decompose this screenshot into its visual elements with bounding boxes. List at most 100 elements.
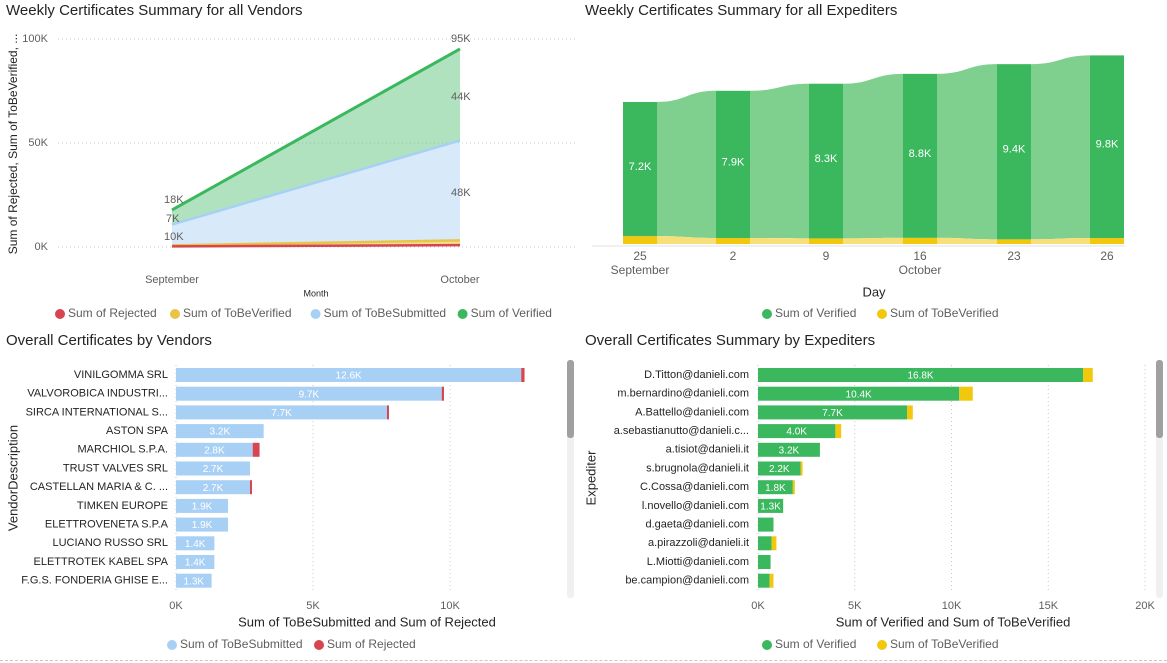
legend-tl-marker-3[interactable]: [457, 309, 468, 319]
verified-bar[interactable]: [758, 573, 770, 588]
verified-bar[interactable]: [997, 64, 1031, 240]
verified-bar[interactable]: [903, 73, 937, 238]
verified-bar[interactable]: [758, 555, 771, 569]
legend-tl-marker-1[interactable]: [170, 309, 180, 319]
verified-bar[interactable]: [758, 405, 907, 420]
verified-bar[interactable]: [758, 517, 774, 532]
legend-br-marker-0[interactable]: [762, 640, 772, 650]
expediter-category-label: A.Battello@danieli.com: [635, 406, 749, 418]
legend-bl-marker-0[interactable]: [167, 640, 177, 650]
verified-bar[interactable]: [758, 386, 960, 401]
tobeverified-bar[interactable]: [809, 238, 843, 244]
x-tick-label: 15K: [1038, 600, 1058, 612]
tobesubmitted-area: [172, 140, 460, 246]
x-tick-label: 23: [1007, 249, 1021, 263]
vendor-category-label: ELETTROVENETA S.P.A: [45, 519, 169, 531]
verified-ribbon: [657, 90, 716, 239]
verified-bar[interactable]: [758, 536, 772, 551]
verified-bar[interactable]: [1090, 55, 1124, 239]
legend-tr-marker-0[interactable]: [762, 309, 772, 319]
x-tick-label: 9: [823, 249, 830, 263]
data-label: 7.7K: [822, 408, 843, 419]
verified-bar[interactable]: [758, 368, 1084, 382]
tobeverified-bar[interactable]: [997, 239, 1031, 244]
x-tick-label: 26: [1100, 249, 1114, 263]
verified-bar[interactable]: [758, 498, 784, 513]
verified-bar[interactable]: [716, 90, 750, 239]
data-label: 1.8K: [765, 483, 786, 494]
tobesubmitted-bar[interactable]: [176, 536, 215, 551]
tobesubmitted-bar[interactable]: [176, 498, 229, 513]
legend-tl-marker-2[interactable]: [310, 309, 321, 319]
tobesubmitted-bar[interactable]: [176, 480, 250, 495]
data-label: 3.2K: [210, 427, 231, 438]
vendor-category-label: ELETTROTEK KABEL SPA: [34, 556, 169, 568]
tobesubmitted-bar[interactable]: [176, 461, 250, 476]
tobesubmitted-line: [171, 139, 461, 226]
vertical-scrollbar-thumb[interactable]: [1156, 360, 1163, 438]
rejected-bar[interactable]: [521, 368, 525, 382]
x-axis-title: Day: [862, 284, 886, 299]
tobeverified-bar[interactable]: [769, 573, 774, 588]
tobesubmitted-bar[interactable]: [176, 368, 522, 382]
verified-bar[interactable]: [623, 101, 657, 237]
x-tick-label: 16: [913, 249, 927, 263]
expediters-weekly-title: Weekly Certificates Summary for all Expe…: [585, 2, 898, 19]
legend-bl-marker-1[interactable]: [314, 640, 324, 650]
tobeverified-bar[interactable]: [716, 238, 750, 244]
tobeverified-bar[interactable]: [903, 237, 937, 244]
tobeverified-bar[interactable]: [906, 405, 913, 420]
vendor-category-label: VINILGOMMA SRL: [74, 369, 168, 381]
rejected-bar[interactable]: [249, 480, 252, 495]
tobesubmitted-bar[interactable]: [176, 405, 387, 420]
data-label: 12.6K: [336, 371, 362, 382]
tobeverified-bar[interactable]: [800, 461, 803, 476]
data-label: 10K: [164, 231, 184, 243]
legend-tr-marker-1[interactable]: [877, 309, 887, 319]
data-label: 9.8K: [1096, 139, 1119, 151]
tobeverified-bar[interactable]: [771, 536, 777, 551]
legend-tl-marker-0[interactable]: [55, 309, 65, 319]
tobesubmitted-bar[interactable]: [176, 424, 264, 439]
verified-bar[interactable]: [758, 461, 801, 476]
verified-bar[interactable]: [758, 442, 820, 457]
tobeverified-ribbon: [750, 238, 809, 244]
tobeverified-bar[interactable]: [1083, 368, 1093, 382]
verified-bar[interactable]: [809, 83, 843, 239]
tobeverified-bar[interactable]: [1090, 238, 1124, 244]
rejected-bar[interactable]: [386, 405, 389, 420]
tobesubmitted-bar[interactable]: [176, 442, 253, 457]
y-axis-title: VendorDescription: [5, 425, 20, 531]
tobeverified-bar[interactable]: [835, 424, 842, 439]
y-tick-label: 100K: [22, 33, 48, 45]
vendor-category-label: SIRCA INTERNATIONAL S...: [26, 406, 168, 418]
rejected-bar[interactable]: [252, 442, 260, 457]
x-tick-label: 10K: [942, 600, 962, 612]
legend-br-marker-1[interactable]: [877, 640, 887, 650]
tobeverified-bar[interactable]: [792, 480, 795, 495]
data-label: 9.7K: [299, 389, 320, 400]
data-label: 2.7K: [203, 483, 224, 494]
verified-bar[interactable]: [758, 424, 836, 439]
vendors-weekly-area-chart: 0K 50K 100K 18K 7K 10K 95K 44K 48K September Octob…: [6, 33, 575, 320]
vertical-scrollbar-thumb[interactable]: [567, 360, 574, 438]
tobeverified-bar[interactable]: [959, 386, 973, 401]
expediter-category-label: D.Titton@danieli.com: [644, 369, 749, 381]
verified-ribbon: [750, 83, 809, 239]
y-axis-title: Sum of Rejected, Sum of ToBeVerified, ..…: [6, 34, 20, 255]
verified-bar[interactable]: [758, 480, 793, 495]
tobesubmitted-bar[interactable]: [176, 517, 229, 532]
legend-tr-label-0: Sum of Verified: [775, 306, 856, 320]
data-label: 7.9K: [722, 156, 745, 168]
rejected-bar[interactable]: [441, 386, 444, 401]
tobesubmitted-bar[interactable]: [176, 555, 215, 569]
tobesubmitted-bar[interactable]: [176, 573, 212, 588]
y-tick-label: 0K: [35, 241, 49, 253]
vendor-category-label: TRUST VALVES SRL: [63, 462, 168, 474]
tobeverified-bar[interactable]: [623, 236, 657, 244]
vendor-category-label: TIMKEN EUROPE: [77, 500, 168, 512]
data-label: 7K: [166, 213, 180, 225]
legend-br-label-0: Sum of Verified: [775, 637, 856, 651]
tobesubmitted-bar[interactable]: [176, 386, 442, 401]
rejected-line: [171, 243, 461, 248]
